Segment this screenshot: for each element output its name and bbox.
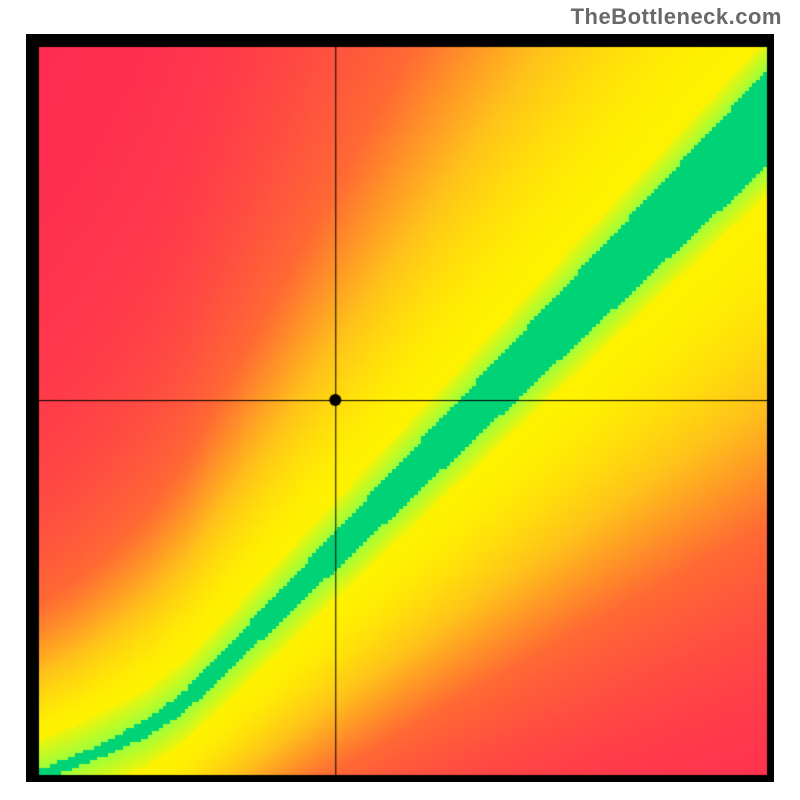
watermark-text: TheBottleneck.com bbox=[571, 4, 782, 30]
bottleneck-heatmap bbox=[26, 34, 774, 782]
page: TheBottleneck.com bbox=[0, 0, 800, 800]
chart-frame bbox=[26, 34, 774, 782]
